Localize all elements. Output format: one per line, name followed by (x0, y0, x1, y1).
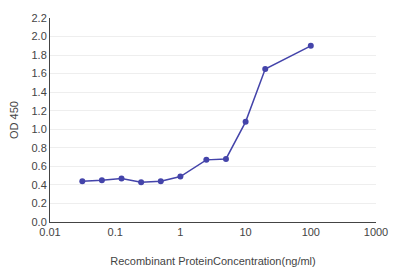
svg-text:1.8: 1.8 (32, 49, 47, 61)
svg-text:1000: 1000 (364, 226, 388, 238)
svg-text:0.6: 0.6 (32, 160, 47, 172)
svg-text:10: 10 (239, 226, 251, 238)
svg-text:1.2: 1.2 (32, 105, 47, 117)
svg-text:100: 100 (302, 226, 320, 238)
svg-text:1.6: 1.6 (32, 67, 47, 79)
svg-text:0.1: 0.1 (108, 226, 123, 238)
svg-text:1.4: 1.4 (32, 86, 47, 98)
svg-text:2.0: 2.0 (32, 30, 47, 42)
svg-text:0.2: 0.2 (32, 197, 47, 209)
svg-text:OD 450: OD 450 (8, 101, 20, 139)
svg-text:0.0: 0.0 (32, 216, 47, 228)
svg-text:Recombinant ProteinConcentrati: Recombinant ProteinConcentration(ng/ml) (110, 255, 315, 267)
svg-text:0.4: 0.4 (32, 179, 47, 191)
svg-text:0.01: 0.01 (39, 226, 60, 238)
svg-text:0.8: 0.8 (32, 142, 47, 154)
svg-text:1.0: 1.0 (32, 123, 47, 135)
svg-text:1: 1 (177, 226, 183, 238)
svg-text:2.2: 2.2 (32, 12, 47, 24)
